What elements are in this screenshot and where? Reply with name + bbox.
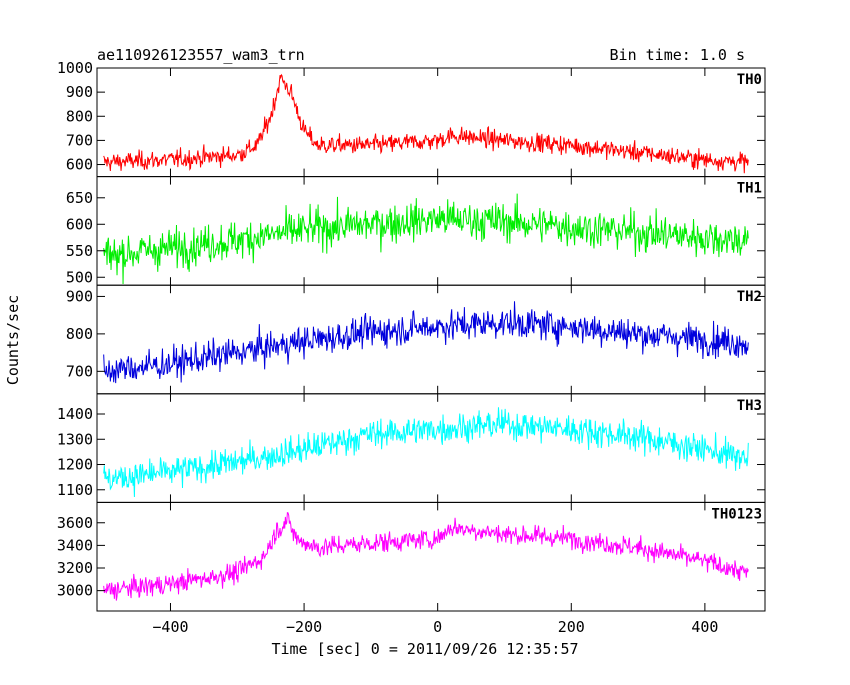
x-tick-label: 400 (691, 618, 718, 636)
y-tick-label: 1100 (57, 481, 93, 499)
bin-time-label: Bin time: 1.0 s (610, 46, 745, 64)
y-tick-label: 600 (66, 215, 93, 233)
y-tick-label: 1400 (57, 405, 93, 423)
y-tick-label: 700 (66, 362, 93, 380)
panel-th2: 700 800 900 TH2 (66, 284, 766, 395)
panel-tag-th2: TH2 (737, 289, 762, 305)
y-tick-label: 3400 (57, 536, 93, 554)
panel-th1: 500 550 600 650 TH1 (66, 176, 766, 286)
x-tick-label: 200 (558, 618, 585, 636)
y-tick-label: 900 (66, 287, 93, 305)
x-tick-label: −400 (152, 618, 188, 636)
panel-tag-th1: TH1 (737, 181, 762, 197)
y-axis-title: Counts/sec (4, 295, 22, 385)
y-tick-label: 550 (66, 242, 93, 260)
x-tick-label: −200 (286, 618, 322, 636)
series-line-th3 (103, 407, 749, 497)
y-tick-label: 650 (66, 189, 93, 207)
y-tick-label: 600 (66, 156, 93, 174)
panel-frame (96, 284, 766, 395)
y-tick-label: 1200 (57, 456, 93, 474)
panel-th0123: 3000 3200 3400 3600 TH0123 (57, 501, 766, 612)
panel-th0: 600 700 800 900 1000 TH0 (57, 59, 766, 178)
panel-frame (96, 501, 766, 612)
y-tick-label: 700 (66, 131, 93, 149)
panel-tag-th3: TH3 (737, 398, 762, 414)
y-tick-label: 3600 (57, 514, 93, 532)
y-tick-label: 800 (66, 107, 93, 125)
y-tick-label: 3000 (57, 582, 93, 600)
panels-group: 600 700 800 900 1000 TH0 500 550 600 650 TH1 700 800… (57, 59, 766, 636)
panel-frame (96, 393, 766, 503)
y-tick-label: 800 (66, 325, 93, 343)
panel-frame (96, 176, 766, 286)
x-tick-label: 0 (433, 618, 442, 636)
x-axis-title: Time [sec] 0 = 2011/09/26 12:35:57 (271, 640, 578, 658)
y-tick-label: 3200 (57, 559, 93, 577)
y-tick-label: 1000 (57, 59, 93, 77)
panel-tag-th0123: TH0123 (711, 506, 762, 522)
y-tick-label: 900 (66, 83, 93, 101)
y-tick-label: 1300 (57, 430, 93, 448)
chart-title: ae110926123557_wam3_trn (97, 46, 305, 64)
series-line-th0 (103, 73, 749, 174)
series-line-th2 (103, 301, 749, 384)
y-tick-label: 500 (66, 268, 93, 286)
panel-tag-th0: TH0 (737, 72, 762, 88)
panel-th3: 1100 1200 1300 1400 TH3 (57, 393, 766, 503)
series-line-th0123 (103, 511, 749, 601)
series-line-th1 (103, 193, 749, 284)
